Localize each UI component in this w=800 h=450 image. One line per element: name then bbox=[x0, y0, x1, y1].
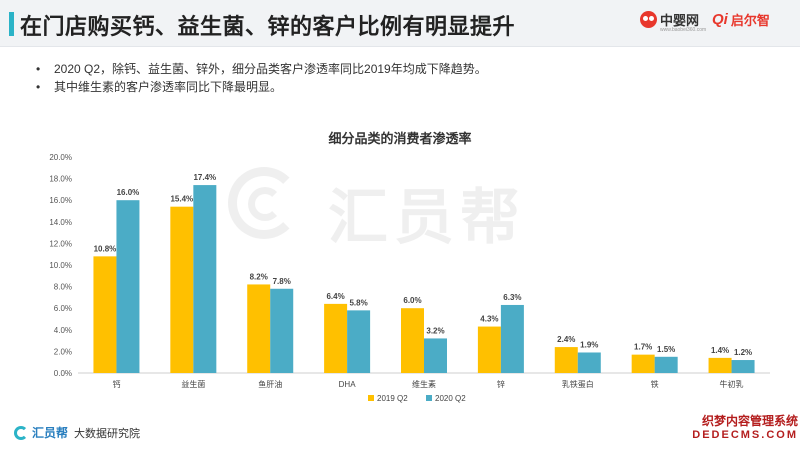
bar-2020 bbox=[116, 200, 140, 373]
x-category-label: DHA bbox=[339, 380, 357, 389]
data-label: 2.4% bbox=[557, 335, 575, 344]
legend-label: 2019 Q2 bbox=[377, 394, 408, 403]
x-category-label: 锌 bbox=[497, 379, 505, 389]
watermark-text: 汇员帮 bbox=[328, 184, 526, 251]
x-category-label: 维生素 bbox=[412, 379, 436, 389]
corner-watermark-line2: DEDECMS.COM bbox=[692, 429, 798, 441]
legend-label: 2020 Q2 bbox=[435, 394, 466, 403]
footer-brand-subtitle: 大数据研究院 bbox=[74, 427, 141, 440]
watermark-inner-ring-icon bbox=[248, 187, 282, 221]
bar-2020 bbox=[424, 338, 447, 373]
bar-2020 bbox=[270, 288, 294, 373]
data-label: 16.0% bbox=[117, 188, 140, 197]
corner-watermark-line1: 织梦内容管理系统 bbox=[701, 414, 798, 428]
y-tick-label: 16.0% bbox=[49, 196, 72, 205]
x-category-label: 牛初乳 bbox=[720, 379, 744, 389]
data-label: 1.2% bbox=[734, 348, 752, 357]
watermark-logo: 汇员帮 bbox=[228, 165, 558, 251]
zhongying-logo-icon bbox=[640, 11, 657, 28]
data-label: 5.8% bbox=[349, 298, 367, 307]
data-label: 7.8% bbox=[273, 277, 291, 286]
bar-2020 bbox=[654, 356, 678, 373]
footer-logo-icon bbox=[14, 425, 28, 440]
header-bar: 在门店购买钙、益生菌、锌的客户比例有明显提升 中婴网 www.baobei360… bbox=[0, 0, 800, 47]
data-label: 15.4% bbox=[170, 195, 193, 204]
x-category-label: 铁 bbox=[651, 379, 659, 389]
chart-title: 细分品类的消费者渗透率 bbox=[328, 131, 472, 146]
data-label: 6.0% bbox=[403, 296, 421, 305]
bar-2019 bbox=[554, 347, 578, 373]
page-title: 在门店购买钙、益生菌、锌的客户比例有明显提升 bbox=[20, 14, 516, 39]
x-category-label: 钙 bbox=[112, 379, 120, 389]
zhongying-logo-url: www.baobei360.com bbox=[660, 27, 707, 33]
legend-swatch bbox=[368, 395, 374, 401]
y-tick-label: 0.0% bbox=[54, 369, 72, 378]
data-label: 6.3% bbox=[503, 293, 521, 302]
y-tick-label: 4.0% bbox=[54, 326, 72, 335]
title-accent-bar bbox=[9, 12, 14, 36]
bar-2019 bbox=[170, 206, 194, 373]
bar-2019 bbox=[631, 354, 655, 373]
y-tick-label: 2.0% bbox=[54, 347, 72, 356]
bullet-item: 2020 Q2，除钙、益生菌、锌外，细分品类客户渗透率同比2019年均成下降趋势… bbox=[36, 60, 487, 78]
footer-brand-name: 汇员帮 bbox=[32, 426, 69, 440]
bar-2019 bbox=[247, 284, 271, 373]
bar-2019 bbox=[93, 256, 117, 373]
data-label: 1.5% bbox=[657, 345, 675, 354]
data-label: 6.4% bbox=[326, 292, 344, 301]
bar-2019 bbox=[708, 357, 732, 373]
data-label: 3.2% bbox=[426, 326, 444, 335]
y-tick-label: 12.0% bbox=[49, 239, 72, 248]
data-label: 10.8% bbox=[94, 244, 117, 253]
x-category-label: 鱼肝油 bbox=[258, 379, 282, 389]
bar-2019 bbox=[324, 303, 348, 373]
qierzhi-logo: Qi 启尔智 bbox=[712, 10, 770, 29]
y-tick-label: 10.0% bbox=[49, 261, 72, 270]
y-tick-label: 14.0% bbox=[49, 218, 72, 227]
x-category-label: 益生菌 bbox=[181, 379, 205, 389]
bar-2020 bbox=[193, 185, 217, 373]
bullet-list: 2020 Q2，除钙、益生菌、锌外，细分品类客户渗透率同比2019年均成下降趋势… bbox=[36, 60, 487, 96]
qierzhi-logo-icon: Qi bbox=[712, 11, 728, 28]
x-category-label: 乳铁蛋白 bbox=[562, 379, 594, 389]
bullet-item: 其中维生素的客户渗透率同比下降最明显。 bbox=[36, 78, 487, 96]
y-tick-label: 6.0% bbox=[54, 304, 72, 313]
bar-2020 bbox=[500, 304, 524, 373]
data-label: 1.9% bbox=[580, 340, 598, 349]
data-label: 4.3% bbox=[480, 315, 498, 324]
bar-2020 bbox=[347, 310, 371, 373]
bar-2020 bbox=[731, 360, 755, 373]
zhongying-logo-text: 中婴网 bbox=[660, 13, 700, 28]
bar-2020 bbox=[577, 352, 601, 373]
bar-2019 bbox=[477, 326, 501, 373]
zhongying-logo: 中婴网 www.baobei360.com bbox=[640, 10, 706, 33]
watermark-ring-icon bbox=[228, 167, 300, 239]
corner-watermark: 织梦内容管理系统 DEDECMS.COM bbox=[688, 412, 798, 441]
y-tick-label: 20.0% bbox=[49, 153, 72, 162]
data-label: 17.4% bbox=[193, 173, 216, 182]
legend-swatch bbox=[426, 395, 432, 401]
bar-2019 bbox=[401, 308, 424, 373]
y-tick-label: 18.0% bbox=[49, 175, 72, 184]
footer-brand: 汇员帮 大数据研究院 bbox=[14, 424, 140, 441]
y-tick-label: 8.0% bbox=[54, 283, 72, 292]
data-label: 1.7% bbox=[634, 343, 652, 352]
data-label: 1.4% bbox=[711, 346, 729, 355]
data-label: 8.2% bbox=[250, 272, 268, 281]
qierzhi-logo-text: 启尔智 bbox=[730, 13, 770, 28]
